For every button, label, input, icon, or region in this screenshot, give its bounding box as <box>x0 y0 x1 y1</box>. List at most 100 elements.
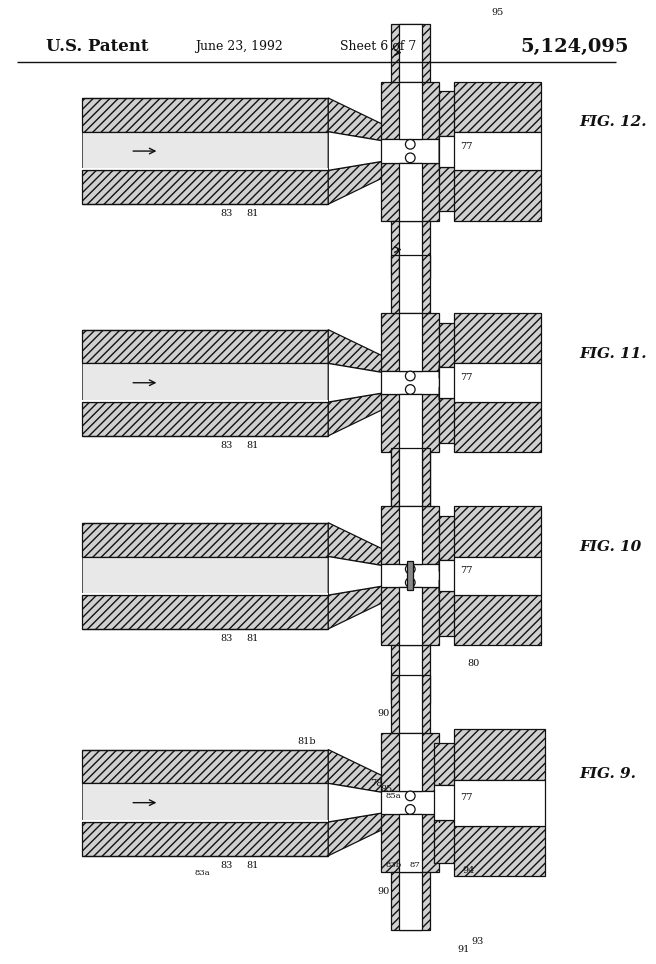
Bar <box>440 136 522 167</box>
Bar <box>391 645 430 704</box>
Bar <box>434 786 522 820</box>
Polygon shape <box>328 813 386 856</box>
Bar <box>399 394 422 452</box>
Bar <box>399 221 422 279</box>
Circle shape <box>405 564 415 574</box>
Bar <box>82 820 328 822</box>
Bar <box>391 221 430 279</box>
Bar <box>440 398 522 442</box>
Text: 83: 83 <box>220 861 233 870</box>
Bar <box>399 645 422 704</box>
Text: 85a: 85a <box>385 791 401 800</box>
Circle shape <box>405 805 415 815</box>
Bar <box>391 24 430 82</box>
Circle shape <box>405 791 415 801</box>
Bar <box>381 140 440 163</box>
Bar <box>391 452 430 510</box>
Circle shape <box>405 140 415 149</box>
Polygon shape <box>328 161 386 204</box>
Text: 83: 83 <box>220 441 233 450</box>
Text: 81: 81 <box>247 209 259 218</box>
Polygon shape <box>440 558 444 574</box>
Bar <box>391 675 430 734</box>
Bar <box>399 255 422 313</box>
Bar <box>440 560 522 591</box>
Text: Sheet 6 of 7: Sheet 6 of 7 <box>340 40 417 53</box>
Bar <box>454 82 541 132</box>
Bar <box>381 587 440 645</box>
Bar <box>454 171 541 221</box>
Bar <box>82 593 328 595</box>
Bar <box>454 363 541 402</box>
Bar <box>381 313 440 371</box>
Bar <box>82 132 328 171</box>
Text: 87: 87 <box>410 862 420 870</box>
Text: 77: 77 <box>460 373 472 383</box>
Text: 90: 90 <box>377 710 390 718</box>
Text: 77: 77 <box>460 567 472 576</box>
Circle shape <box>405 153 415 163</box>
Bar <box>454 506 541 556</box>
Bar <box>82 400 328 402</box>
Bar <box>454 826 545 876</box>
Circle shape <box>405 385 415 394</box>
Text: 90: 90 <box>377 887 390 896</box>
Text: 83: 83 <box>220 634 233 643</box>
Bar <box>381 564 440 587</box>
Bar <box>399 163 422 221</box>
Bar <box>82 402 328 436</box>
Text: 93: 93 <box>472 937 484 947</box>
Text: 81: 81 <box>247 441 259 450</box>
Circle shape <box>405 577 415 587</box>
Bar <box>82 171 328 204</box>
Bar <box>399 587 422 645</box>
Text: U.S. Patent: U.S. Patent <box>47 39 149 55</box>
Bar <box>381 82 440 140</box>
Bar <box>82 169 328 171</box>
Text: 83a: 83a <box>195 870 211 877</box>
Bar <box>454 780 545 826</box>
Bar <box>399 815 422 872</box>
Bar <box>454 313 541 363</box>
Bar <box>440 92 522 136</box>
Circle shape <box>405 371 415 381</box>
Bar <box>454 402 541 452</box>
Bar <box>381 791 440 815</box>
Bar <box>381 163 440 221</box>
Bar <box>399 24 422 82</box>
Bar <box>391 448 430 506</box>
Bar <box>381 734 440 791</box>
Polygon shape <box>440 365 444 381</box>
Text: 83b: 83b <box>386 862 402 870</box>
Bar <box>454 730 545 780</box>
Polygon shape <box>328 750 386 793</box>
Bar <box>407 561 413 590</box>
Bar <box>82 98 328 132</box>
Text: 95: 95 <box>491 8 503 16</box>
Text: 77: 77 <box>460 142 472 150</box>
Text: 91: 91 <box>457 945 470 954</box>
Bar <box>399 675 422 734</box>
Bar <box>399 872 422 930</box>
Bar <box>82 556 328 595</box>
Polygon shape <box>328 585 386 629</box>
Bar <box>82 822 328 856</box>
Bar <box>440 516 522 560</box>
Bar <box>440 167 522 211</box>
Text: 83: 83 <box>220 209 233 218</box>
Text: 81: 81 <box>247 861 259 870</box>
Bar <box>434 743 522 786</box>
Polygon shape <box>328 392 386 436</box>
Bar <box>399 313 422 371</box>
Bar <box>381 371 440 394</box>
Bar <box>440 367 522 398</box>
Bar <box>391 255 430 313</box>
Bar <box>381 394 440 452</box>
Polygon shape <box>328 522 386 566</box>
Bar <box>434 820 522 863</box>
Text: 81: 81 <box>247 634 259 643</box>
Bar <box>391 872 430 930</box>
Text: 85: 85 <box>380 785 392 793</box>
Text: 80: 80 <box>467 659 479 668</box>
Bar <box>454 132 541 171</box>
